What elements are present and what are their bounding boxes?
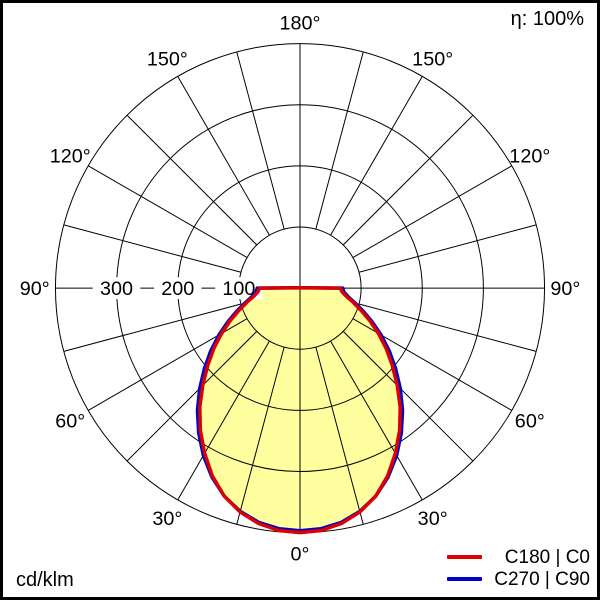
svg-text:120°: 120° [50, 145, 91, 167]
svg-text:200: 200 [161, 278, 194, 300]
svg-text:0°: 0° [291, 543, 310, 565]
svg-text:100: 100 [222, 278, 255, 300]
svg-text:30°: 30° [418, 508, 448, 530]
svg-text:90°: 90° [20, 278, 50, 300]
svg-text:150°: 150° [147, 48, 188, 70]
svg-text:300: 300 [100, 278, 133, 300]
legend-line-c270-c90 [447, 577, 482, 581]
svg-text:150°: 150° [412, 48, 453, 70]
svg-text:90°: 90° [550, 278, 580, 300]
svg-text:60°: 60° [55, 411, 85, 433]
svg-text:60°: 60° [515, 411, 545, 433]
legend-label-c180-c0: C180 | C0 [504, 547, 590, 568]
efficiency-label: η: 100% [510, 8, 584, 30]
svg-text:180°: 180° [280, 13, 321, 35]
legend-label-c270-c90: C270 | C90 [494, 569, 590, 590]
unit-label: cd/klm [16, 569, 74, 591]
svg-text:30°: 30° [152, 508, 182, 530]
polar-chart: 300 200 100 0° 30° 30° 60° 60° 90° 90° 120° 120° 150… [20, 13, 581, 566]
legend-line-c180-c0 [447, 555, 482, 559]
svg-text:120°: 120° [509, 145, 550, 167]
